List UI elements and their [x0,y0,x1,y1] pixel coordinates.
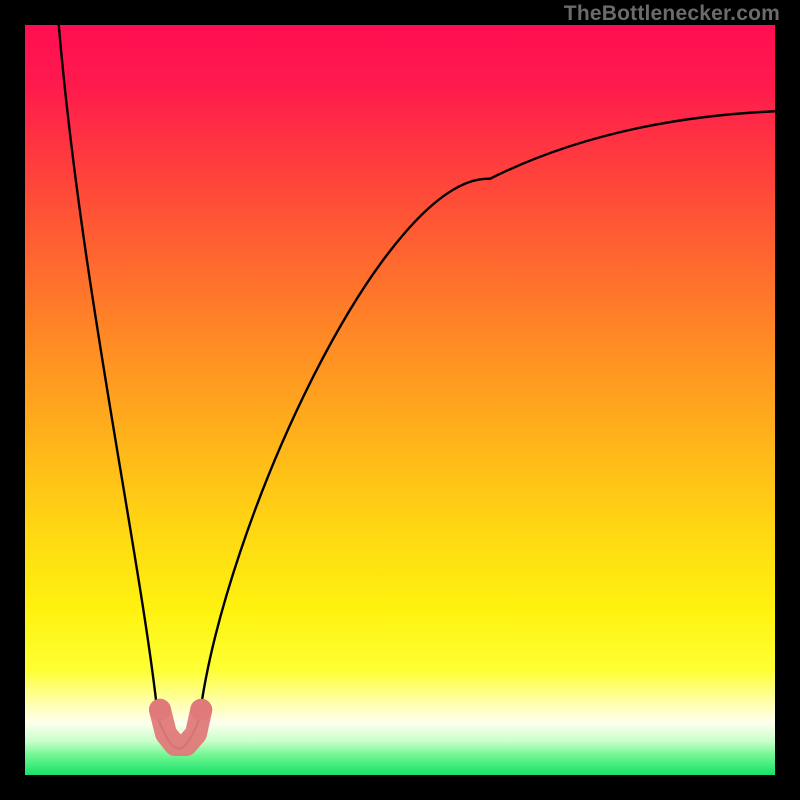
gradient-background [25,25,775,775]
chart-frame: TheBottlenecker.com [0,0,800,800]
chart-svg [25,25,775,775]
watermark-text: TheBottlenecker.com [564,2,780,26]
plot-area [25,25,775,775]
